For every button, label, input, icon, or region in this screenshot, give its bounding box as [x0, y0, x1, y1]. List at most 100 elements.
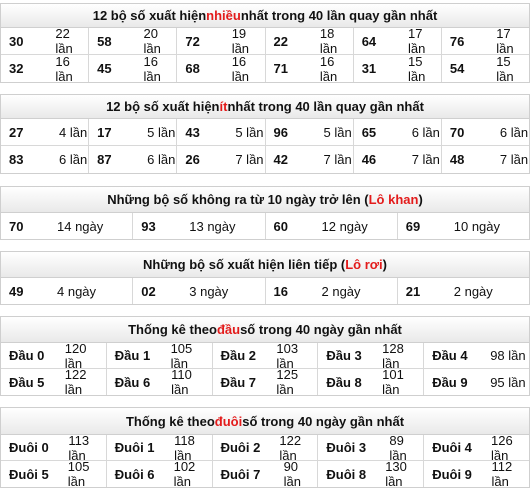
stat-number: Đuôi 8 [326, 466, 367, 482]
stat-cell: Đầu 5 122 lần [1, 367, 107, 397]
stat-cell: Đầu 6 110 lần [107, 367, 213, 397]
stat-count: 22 lần [55, 26, 73, 56]
stat-number: 26 [185, 152, 200, 167]
stat-cell: Đuôi 7 90 lần [213, 459, 319, 489]
title-suffix: nhất trong 40 lần quay gần nhất [227, 99, 424, 114]
stat-count: 102 lần [173, 459, 196, 489]
stat-count: 128 lần [382, 340, 404, 371]
stat-cell: 69 10 ngày [398, 213, 529, 239]
lo-roi-panel: Những bộ số xuất hiện liên tiếp (Lô rơi)… [0, 251, 530, 305]
stat-number: 69 [405, 218, 421, 234]
stat-number: 49 [9, 283, 24, 299]
stat-cell: 71 16 lần [266, 53, 354, 84]
stat-number: 64 [361, 33, 377, 49]
stat-cell: 02 3 ngày [133, 278, 266, 304]
stat-cell: 93 13 ngày [133, 213, 266, 239]
stat-count: 126 lần [490, 432, 513, 463]
stat-number: Đầu 5 [9, 374, 45, 390]
title-prefix: 12 bộ số xuất hiện [92, 8, 207, 23]
stat-number: Đầu 4 [432, 348, 468, 363]
dau-stats-title: Thống kê theo đầu số trong 40 ngày gần n… [1, 317, 529, 343]
stat-cell: 60 12 ngày [266, 213, 398, 239]
stat-count: 6 lần [59, 152, 88, 167]
stat-cell: Đầu 2 103 lần [213, 341, 319, 371]
stat-number: Đầu 7 [220, 374, 256, 390]
stat-number: 27 [9, 124, 24, 140]
stat-count: 120 lần [64, 340, 87, 371]
title-highlight: nhiều [206, 8, 241, 23]
stat-count: 16 lần [319, 53, 338, 84]
stat-cell: 31 15 lần [354, 54, 442, 84]
stat-number: 54 [449, 61, 465, 76]
stat-number: Đuôi 9 [432, 466, 472, 482]
stat-cell: 72 19 lần [177, 26, 266, 56]
stat-number: 87 [97, 152, 112, 167]
stat-cell: 68 16 lần [177, 54, 266, 84]
title-prefix: Thống kê theo [125, 413, 215, 429]
stat-count: 95 lần [490, 374, 526, 390]
stat-cell: Đuôi 3 89 lần [318, 432, 425, 463]
stat-number: 96 [273, 124, 288, 140]
stat-number: Đuôi 6 [114, 466, 155, 482]
stat-count: 14 ngày [57, 218, 104, 234]
stat-count: 112 lần [491, 459, 513, 489]
stat-number: 02 [141, 283, 156, 299]
stat-count: 2 ngày [321, 283, 361, 299]
stat-number: 16 [273, 283, 288, 299]
stat-cell: 32 16 lần [1, 54, 90, 84]
title-highlight: Lô khan [368, 192, 419, 207]
stat-number: 68 [185, 61, 200, 76]
stat-cell: Đuôi 5 105 lần [1, 459, 107, 489]
stat-count: 15 lần [496, 53, 514, 84]
table-row: Đầu 0 120 lần Đầu 1 105 lần Đầu 2 103 lần Đầu … [1, 340, 529, 371]
duoi-stats-title: Thống kê theo đuôi số trong 40 ngày gần … [1, 408, 529, 435]
stat-number: 30 [9, 33, 24, 49]
stat-number: 58 [97, 33, 112, 49]
stat-count: 4 lần [59, 124, 88, 140]
stat-count: 5 lần [147, 124, 176, 140]
stat-cell: 64 17 lần [354, 26, 442, 56]
stat-count: 5 lần [323, 124, 352, 140]
stat-count: 6 lần [499, 124, 529, 140]
stat-cell: 22 18 lần [266, 26, 354, 56]
stat-count: 7 lần [499, 152, 529, 167]
stat-number: 43 [185, 124, 200, 140]
stat-count: 10 ngày [453, 218, 501, 234]
table-row: 32 16 lần 45 16 lần 68 16 lần 71 16 lần 31 15 lần… [1, 53, 529, 84]
stat-count: 12 ngày [321, 218, 368, 234]
title-highlight: đuôi [214, 413, 243, 429]
stat-count: 98 lần [490, 348, 526, 363]
stat-count: 89 lần [389, 432, 407, 463]
title-prefix: 12 bộ số xuất hiện [106, 99, 220, 114]
stat-cell: 83 6 lần [1, 146, 90, 173]
stat-number: 46 [361, 152, 377, 167]
stat-count: 4 ngày [57, 283, 97, 299]
stat-cell: 58 20 lần [89, 26, 178, 56]
stat-count: 90 lần [283, 459, 301, 489]
dau-stats-table: Đầu 0 120 lần Đầu 1 105 lần Đầu 2 103 lần Đầu … [1, 340, 529, 397]
lo-khan-title: Những bộ số không ra từ 10 ngày trở lên … [1, 187, 529, 213]
stat-cell: Đầu 3 128 lần [318, 340, 425, 371]
title-suffix: ) [382, 257, 387, 272]
least-frequent-table: 27 4 lần 17 5 lần 43 5 lần 96 5 lần 65 6 lần 70 6 l… [1, 119, 529, 173]
duoi-stats-panel: Thống kê theo đuôi số trong 40 ngày gần … [0, 407, 530, 489]
most-frequent-title: 12 bộ số xuất hiện nhiều nhất trong 40 l… [1, 4, 529, 28]
stat-number: 60 [273, 218, 288, 234]
table-row: Đầu 5 122 lần Đầu 6 110 lần Đầu 7 125 lần Đầu … [1, 367, 529, 397]
stat-number: 45 [97, 61, 112, 76]
title-prefix: Những bộ số xuất hiện liên tiếp ( [142, 257, 346, 272]
stat-number: 70 [9, 218, 24, 234]
lo-roi-table: 49 4 ngày 02 3 ngày 16 2 ngày 21 2 ngày [1, 278, 529, 304]
table-row: 83 6 lần 87 6 lần 26 7 lần 42 7 lần 46 7 lần 48 7 l… [1, 146, 529, 173]
stat-count: 17 lần [408, 26, 426, 56]
title-prefix: Những bộ số không ra từ 10 ngày trở lên … [107, 192, 369, 207]
stat-cell: 54 15 lần [442, 53, 529, 84]
stat-number: 42 [273, 152, 288, 167]
title-highlight: Lô rơi [345, 257, 383, 272]
stat-number: Đầu 1 [114, 348, 151, 363]
title-suffix: nhất trong 40 lần quay gần nhất [240, 8, 438, 23]
stat-number: 83 [9, 152, 24, 167]
duoi-stats-table: Đuôi 0 113 lần Đuôi 1 118 lần Đuôi 2 122 lần Đ… [1, 432, 529, 489]
dau-stats-panel: Thống kê theo đầu số trong 40 ngày gần n… [0, 316, 530, 397]
stat-count: 6 lần [411, 124, 440, 140]
